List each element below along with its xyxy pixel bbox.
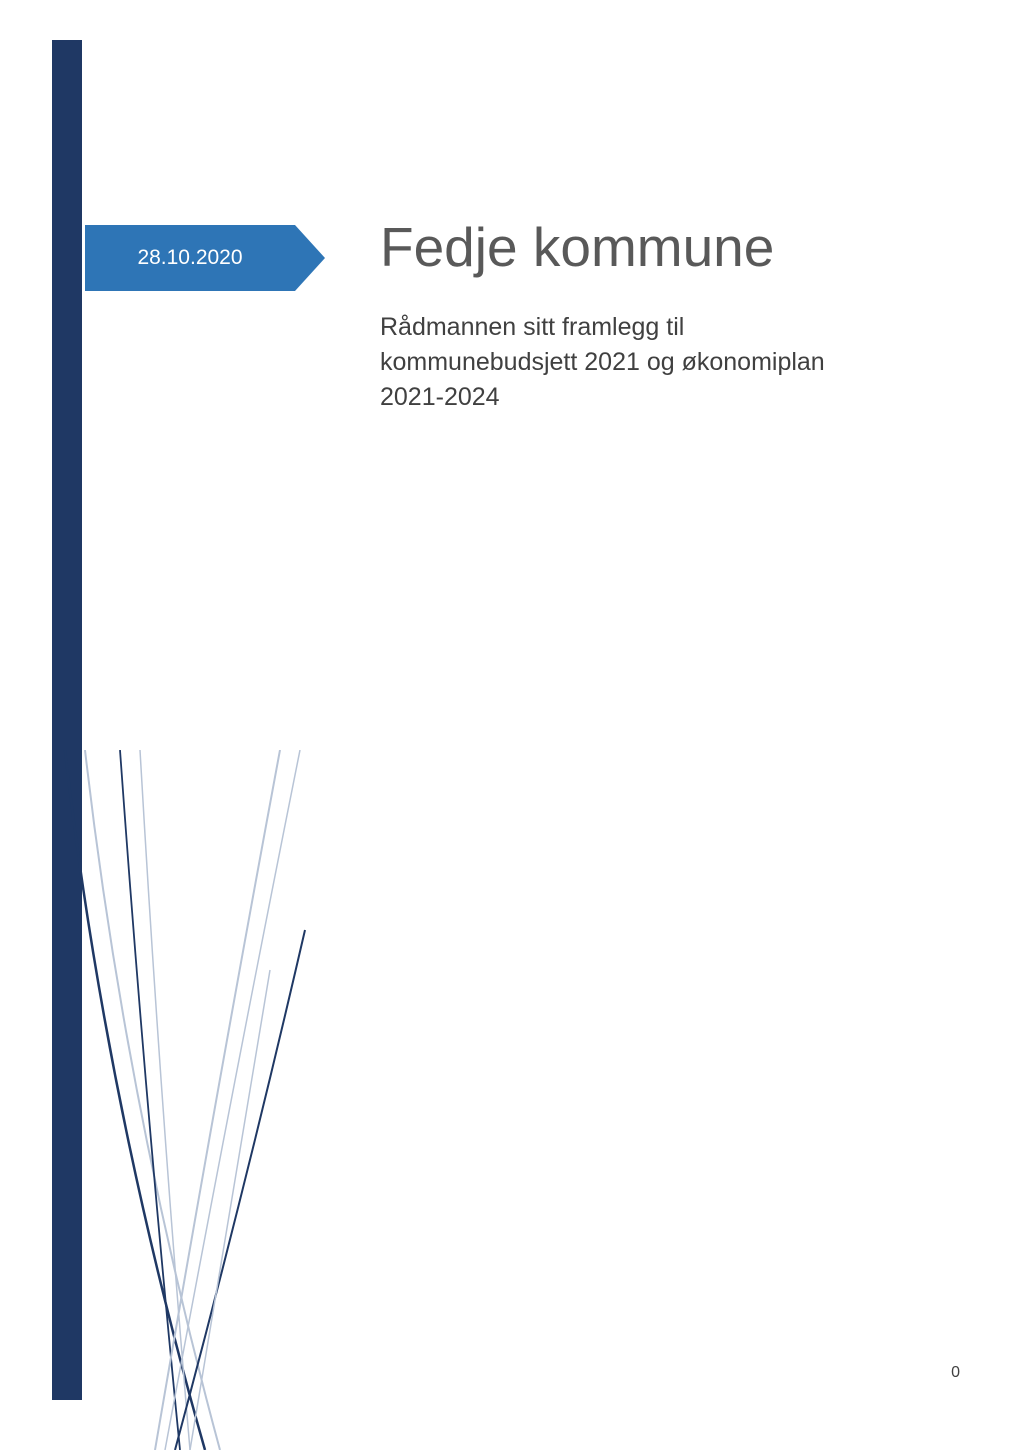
- left-vertical-bar: [52, 40, 82, 1400]
- decorative-curves: [45, 750, 445, 1450]
- date-banner-arrow: [295, 225, 325, 291]
- date-text: 28.10.2020: [137, 246, 242, 270]
- document-title: Fedje kommune: [380, 215, 774, 279]
- page-number: 0: [951, 1364, 960, 1382]
- document-subtitle: Rådmannen sitt framlegg til kommunebudsj…: [380, 310, 880, 415]
- date-banner-body: 28.10.2020: [85, 225, 295, 291]
- date-banner: 28.10.2020: [85, 225, 325, 291]
